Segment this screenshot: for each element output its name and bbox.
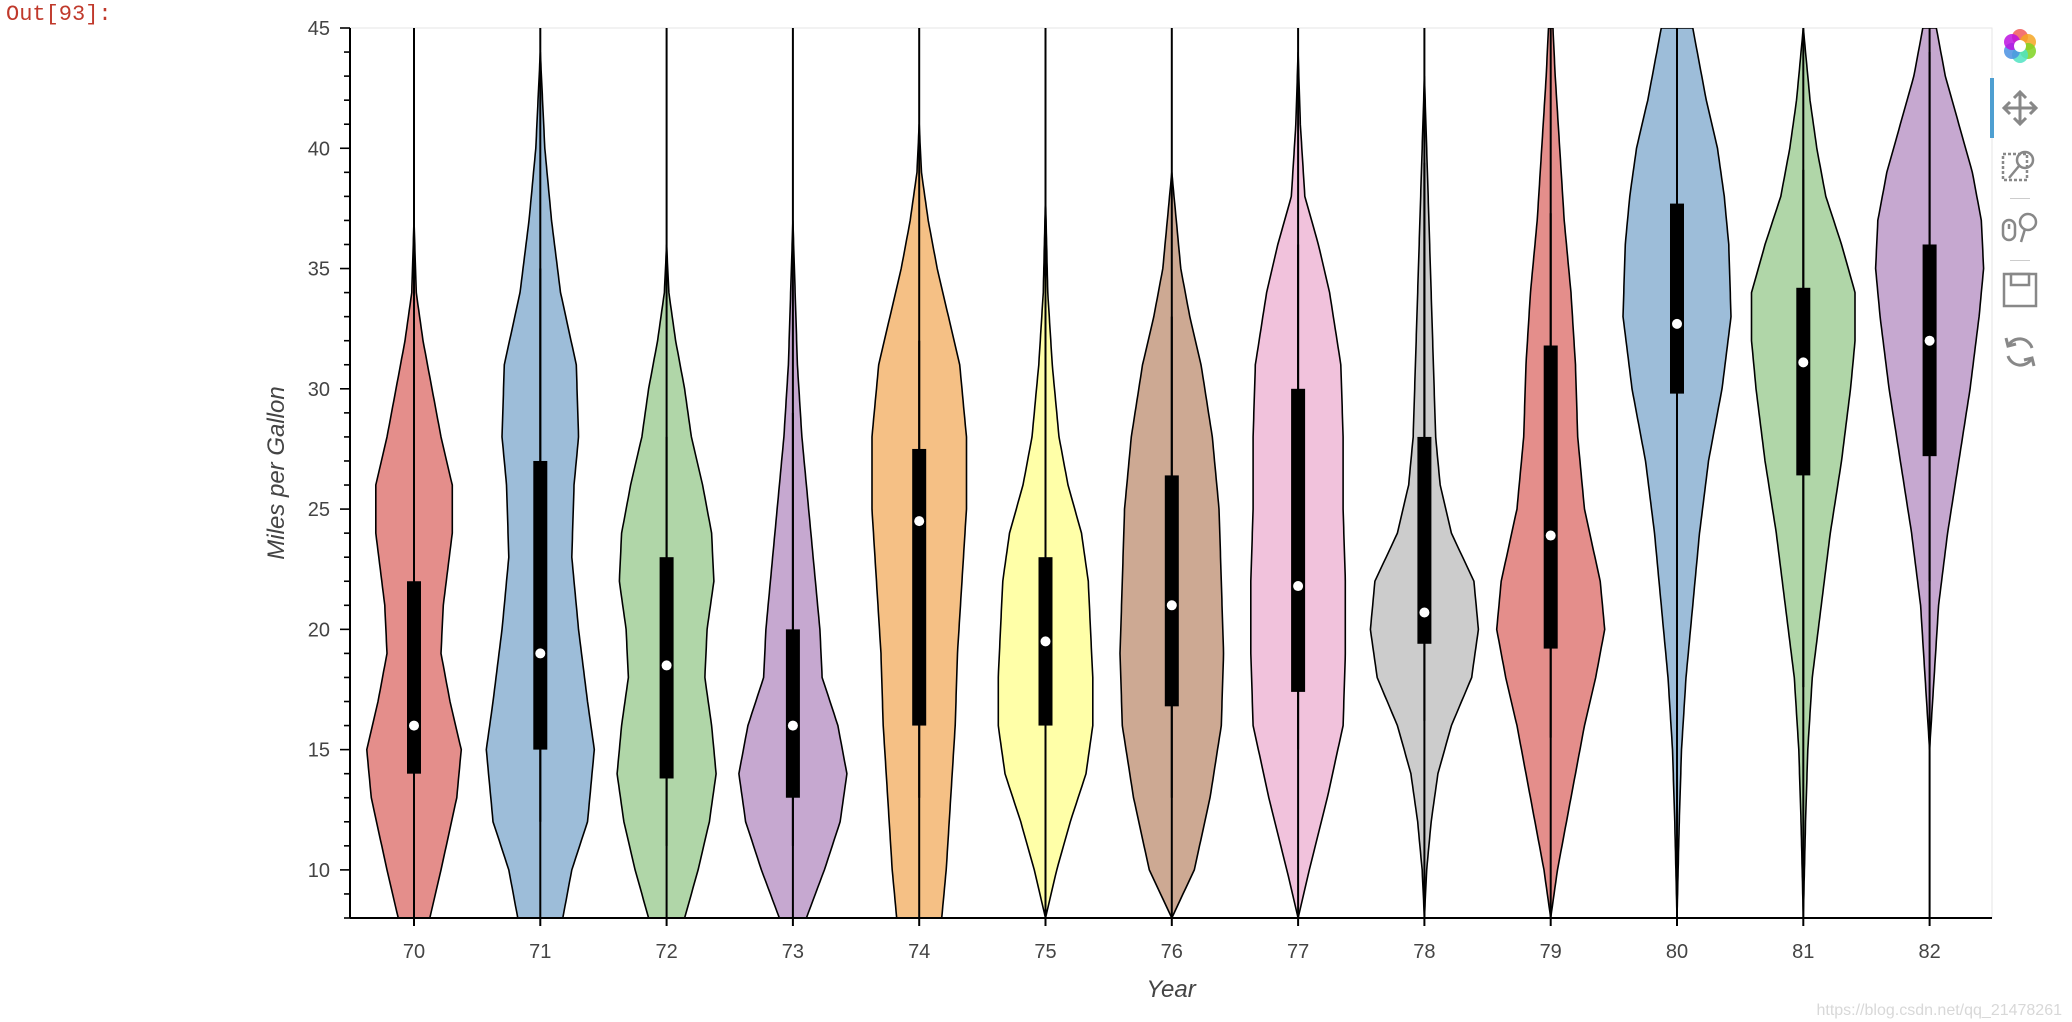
y-tick-label: 30 [308,379,330,401]
median-point-73 [787,720,798,731]
wheel-zoom-icon[interactable] [1998,206,2042,250]
x-tick-label: 76 [1161,941,1183,963]
median-point-79 [1545,530,1556,541]
y-tick-label: 10 [308,860,330,882]
x-tick-label: 72 [655,941,677,963]
y-axis-title: Miles per Gallon [263,386,290,559]
y-tick-label: 15 [308,740,330,762]
x-tick-label: 82 [1918,941,1940,963]
bokeh-logo-icon[interactable] [1998,24,2042,68]
x-tick-label: 81 [1792,941,1814,963]
x-tick-label: 80 [1666,941,1688,963]
box-zoom-icon[interactable] [1998,144,2042,188]
median-point-78 [1419,607,1430,618]
iqr-box-71 [533,460,548,750]
iqr-box-82 [1922,244,1937,457]
pan-icon[interactable] [1998,86,2042,130]
iqr-box-77 [1291,388,1306,692]
y-tick-label: 40 [308,138,330,160]
x-tick-label: 75 [1034,941,1056,963]
x-tick-label: 73 [782,941,804,963]
iqr-box-78 [1417,436,1432,644]
iqr-box-74 [912,448,927,726]
iqr-box-70 [407,581,421,774]
x-tick-label: 71 [529,941,551,963]
iqr-box-80 [1670,203,1684,394]
toolbar-separator [2010,198,2030,199]
iqr-box-81 [1796,287,1811,476]
x-tick-label: 70 [403,941,425,963]
toolbar-separator [2010,260,2030,261]
y-tick-label: 20 [308,619,330,641]
median-point-82 [1924,335,1935,346]
y-tick-label: 25 [308,499,330,521]
median-point-74 [914,516,925,527]
watermark-text: https://blog.csdn.net/qq_21478261 [1816,1002,2062,1019]
x-tick-label: 79 [1540,941,1562,963]
median-point-75 [1040,636,1051,647]
median-point-72 [661,660,672,671]
reset-icon[interactable] [1998,330,2042,374]
x-axis-title: Year [1146,976,1196,1003]
plot-toolbar [1990,20,2050,380]
median-point-80 [1672,318,1682,329]
iqr-box-76 [1164,475,1179,707]
iqr-box-73 [785,629,800,798]
median-point-71 [535,648,546,659]
iqr-box-79 [1543,345,1558,649]
x-tick-label: 78 [1413,941,1435,963]
y-tick-label: 45 [308,18,330,40]
median-point-76 [1166,600,1177,611]
save-icon[interactable] [1998,268,2042,312]
x-tick-label: 77 [1287,941,1309,963]
active-tool-indicator [1990,78,1994,138]
y-tick-label: 35 [308,259,330,281]
median-point-81 [1798,357,1809,368]
median-point-77 [1293,581,1304,592]
median-point-70 [409,720,419,731]
output-prompt-label: Out[93]: [6,2,112,27]
x-tick-label: 74 [908,941,930,963]
